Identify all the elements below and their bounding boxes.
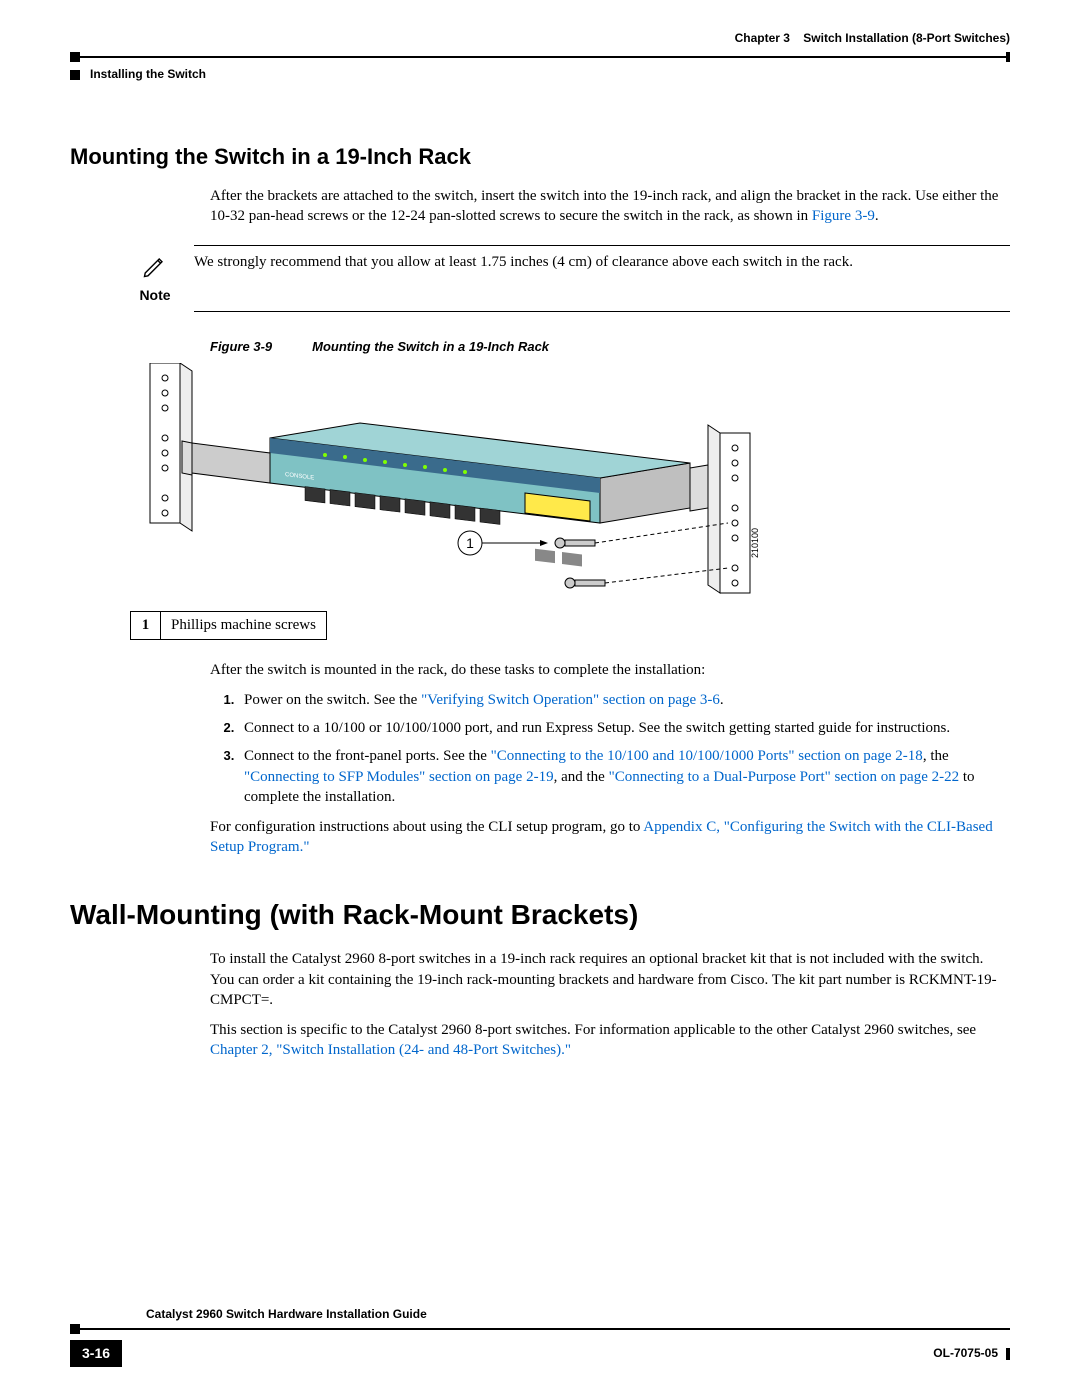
- para-after-mount: After the switch is mounted in the rack,…: [210, 660, 1010, 680]
- svg-text:Catalyst 2960: Catalyst 2960: [528, 526, 567, 537]
- para-intro: After the brackets are attached to the s…: [210, 186, 1010, 227]
- step-2: Connect to a 10/100 or 10/100/1000 port,…: [238, 718, 1010, 738]
- heading-wall-mounting: Wall-Mounting (with Rack-Mount Brackets): [70, 896, 1010, 934]
- chapter-title: Switch Installation (8-Port Switches): [803, 31, 1010, 45]
- link-figure-3-9[interactable]: Figure 3-9: [812, 208, 875, 224]
- pencil-icon: [141, 252, 169, 280]
- figure-key-table: 1 Phillips machine screws: [130, 611, 327, 639]
- link-sfp[interactable]: "Connecting to SFP Modules" section on p…: [244, 769, 554, 785]
- step-3: Connect to the front-panel ports. See th…: [238, 746, 1010, 807]
- para-config: For configuration instructions about usi…: [210, 817, 1010, 858]
- wall-para-1: To install the Catalyst 2960 8-port swit…: [210, 949, 1010, 1010]
- step-1: Power on the switch. See the "Verifying …: [238, 690, 1010, 710]
- footer-guide-title: Catalyst 2960 Switch Hardware Installati…: [146, 1306, 1010, 1322]
- figure-3-9: CONSOLE Catalyst 2960 1: [130, 363, 730, 603]
- running-header: Chapter 3 Switch Installation (8-Port Sw…: [70, 30, 1010, 46]
- wall-para-2: This section is specific to the Catalyst…: [210, 1020, 1010, 1061]
- header-section-row: Installing the Switch: [70, 66, 1010, 82]
- link-dual-purpose[interactable]: "Connecting to a Dual-Purpose Port" sect…: [609, 769, 960, 785]
- note-block: Note We strongly recommend that you allo…: [130, 245, 1010, 312]
- footer-tick-icon: [1006, 1348, 1010, 1360]
- svg-text:210100: 210100: [750, 528, 760, 558]
- link-chapter-2[interactable]: Chapter 2, "Switch Installation (24- and…: [210, 1042, 571, 1058]
- section-name: Installing the Switch: [90, 67, 206, 81]
- steps-list: Power on the switch. See the "Verifying …: [238, 690, 1010, 807]
- page-number: 3-16: [70, 1340, 122, 1367]
- svg-text:1: 1: [466, 535, 474, 551]
- link-verify-operation[interactable]: "Verifying Switch Operation" section on …: [421, 692, 720, 708]
- note-label: Note: [130, 286, 180, 305]
- note-text: We strongly recommend that you allow at …: [194, 252, 1010, 272]
- chapter-number: Chapter 3: [735, 31, 790, 45]
- key-num: 1: [131, 612, 161, 639]
- header-rule: [70, 52, 1010, 62]
- heading-mounting: Mounting the Switch in a 19-Inch Rack: [70, 142, 1010, 172]
- page-footer: Catalyst 2960 Switch Hardware Installati…: [70, 1306, 1010, 1367]
- key-text: Phillips machine screws: [161, 612, 327, 639]
- section-marker-icon: [70, 70, 80, 80]
- figure-caption: Figure 3-9Mounting the Switch in a 19-In…: [210, 338, 1010, 356]
- doc-number: OL-7075-05: [933, 1345, 998, 1361]
- link-ports[interactable]: "Connecting to the 10/100 and 10/100/100…: [491, 748, 923, 764]
